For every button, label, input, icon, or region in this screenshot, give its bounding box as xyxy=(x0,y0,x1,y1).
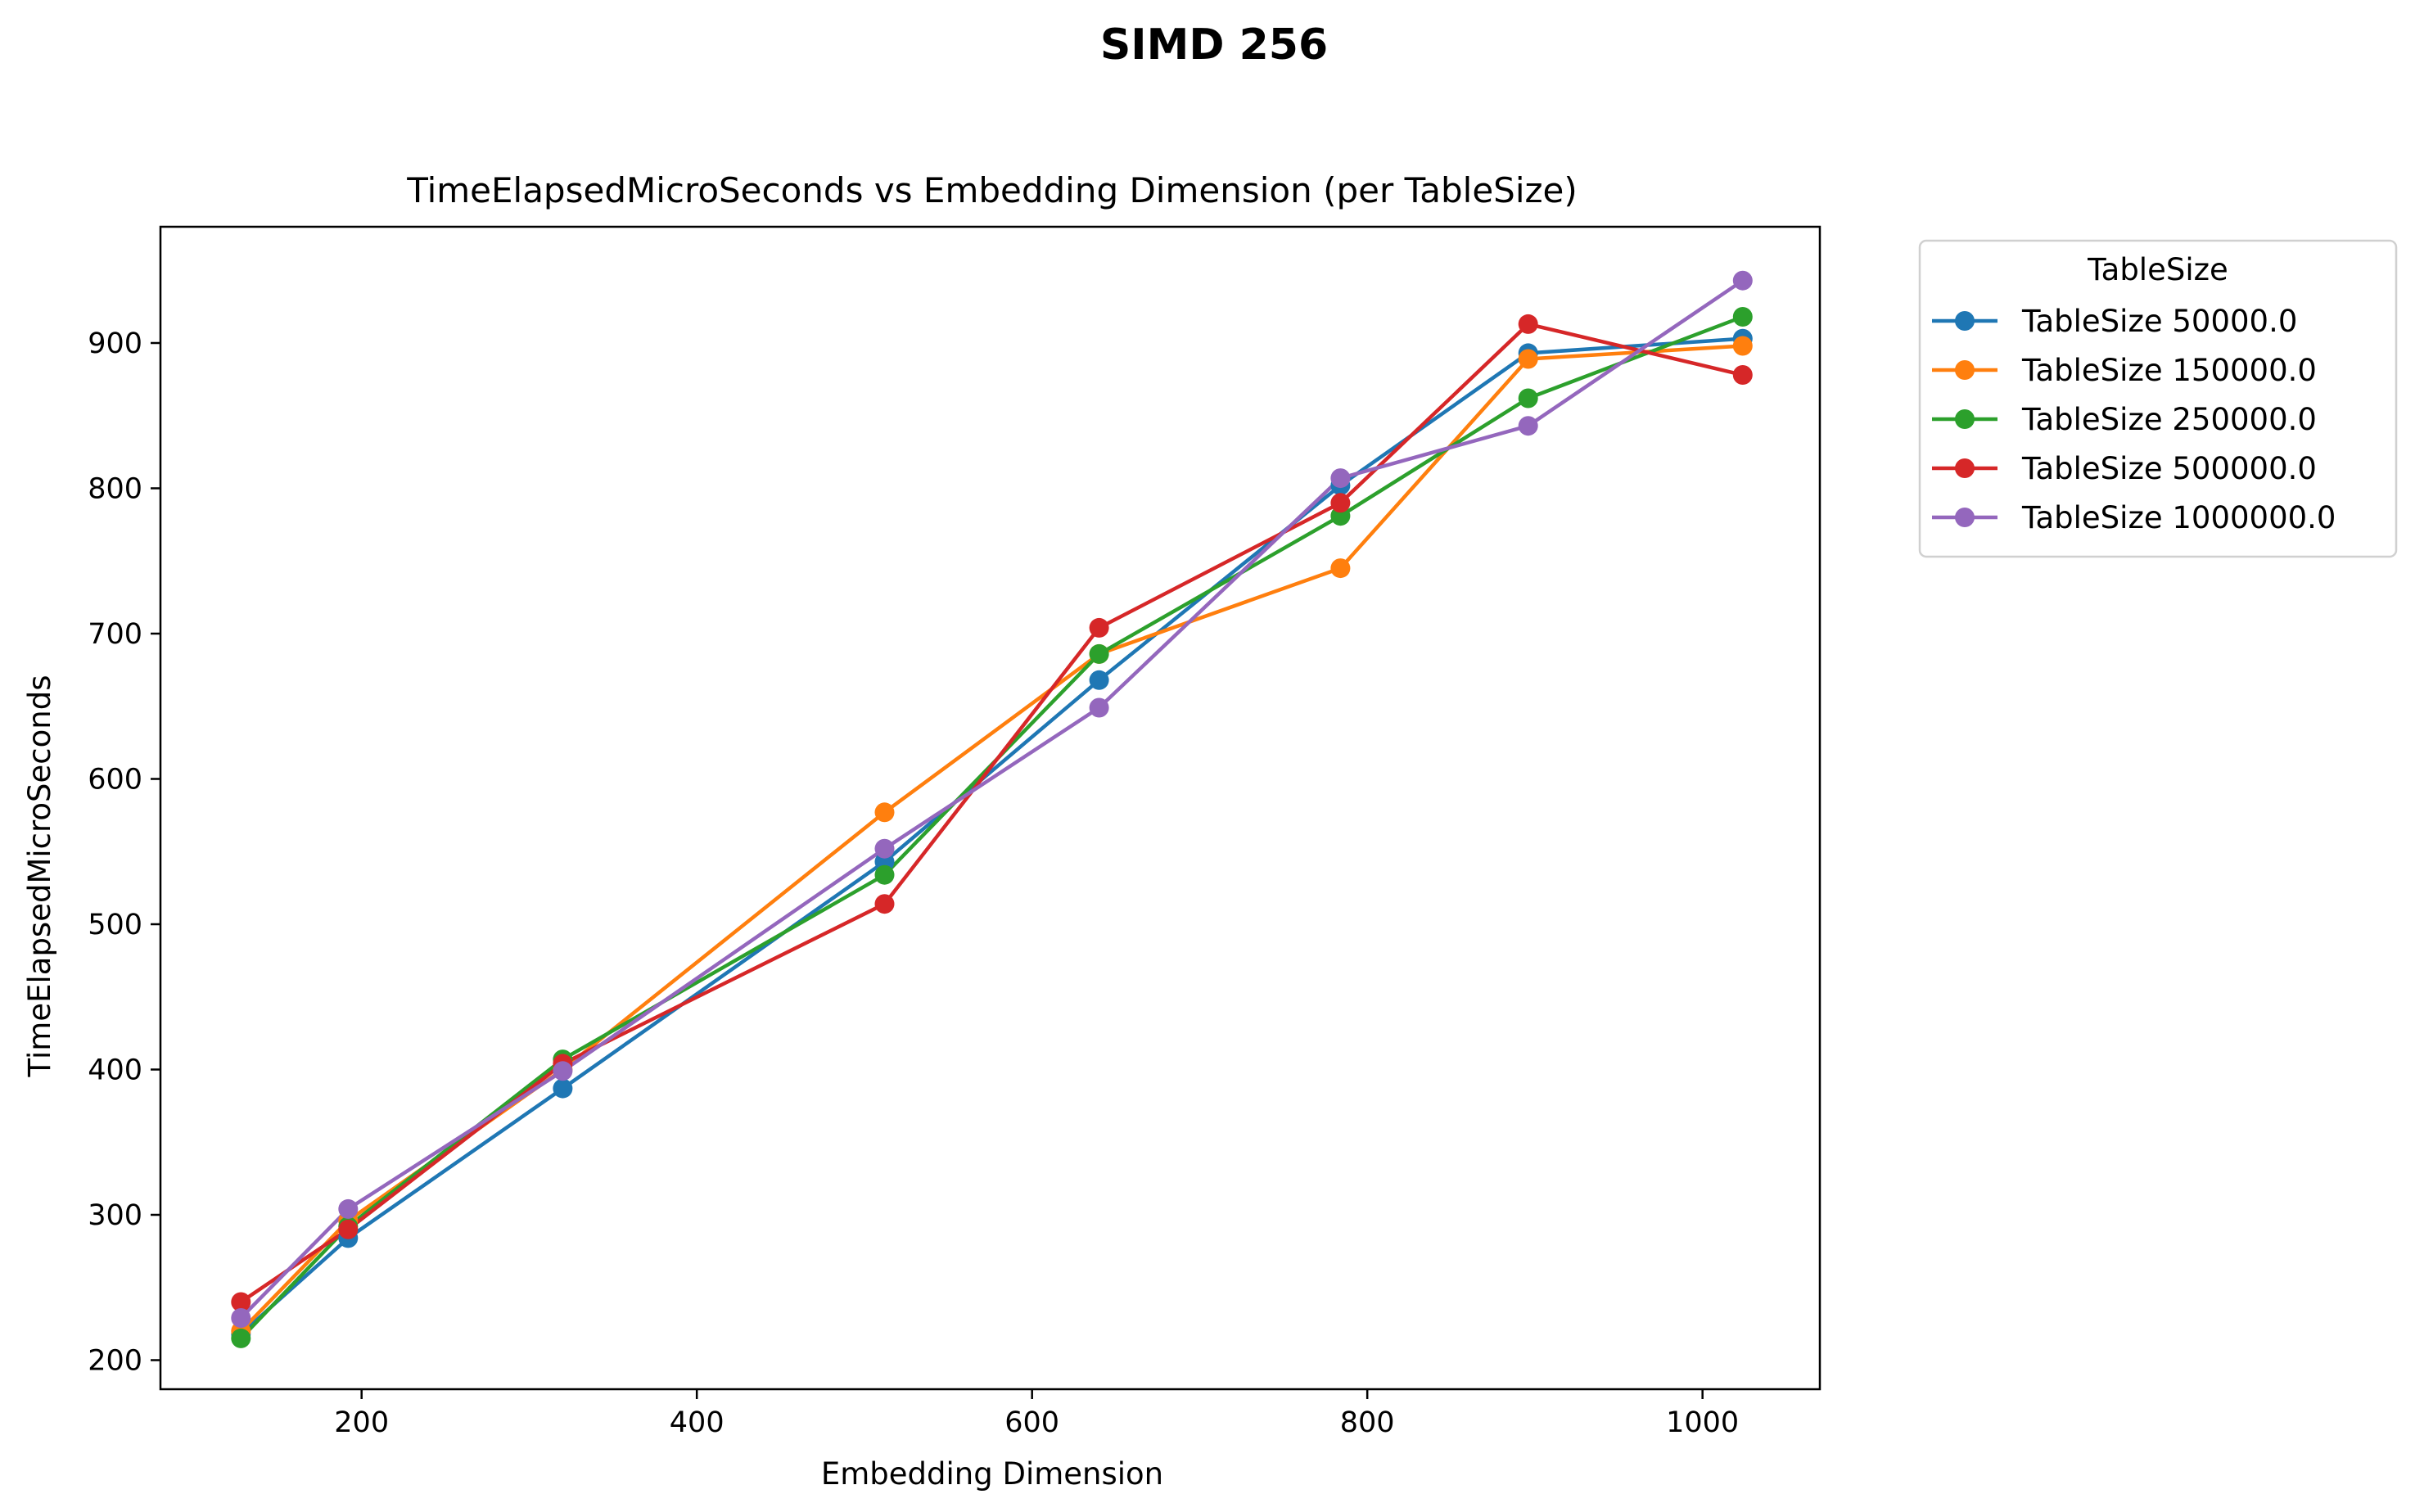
data-point-4-7 xyxy=(1732,270,1753,291)
legend-label-3: TableSize 500000.0 xyxy=(2021,451,2317,486)
x-tick-label: 600 xyxy=(1004,1406,1059,1439)
series-line-1 xyxy=(238,344,1745,1334)
data-point-3-1 xyxy=(338,1219,359,1239)
data-point-4-0 xyxy=(231,1308,251,1328)
y-tick-label: 700 xyxy=(88,618,142,651)
x-tick-label: 1000 xyxy=(1666,1406,1739,1439)
legend-title: TableSize xyxy=(2087,252,2228,287)
legend-label-4: TableSize 1000000.0 xyxy=(2021,500,2336,535)
data-point-0-2 xyxy=(553,1078,573,1099)
legend-marker-3 xyxy=(1955,458,1975,478)
series-line-0 xyxy=(238,336,1745,1337)
y-tick-label: 500 xyxy=(88,909,142,941)
legend-marker-4 xyxy=(1955,508,1975,527)
data-point-3-6 xyxy=(1518,314,1538,334)
data-point-1-7 xyxy=(1732,336,1753,356)
chart-title: TimeElapsedMicroSeconds vs Embedding Dim… xyxy=(406,170,1578,210)
axes-frame xyxy=(159,225,1821,1391)
x-tick-label: 400 xyxy=(670,1406,724,1439)
legend: TableSize TableSize 50000.0 TableSize 1500… xyxy=(1918,239,2398,558)
legend-marker-0 xyxy=(1955,311,1975,331)
y-tick-label: 800 xyxy=(88,473,142,506)
data-point-1-5 xyxy=(1330,558,1351,579)
legend-label-1: TableSize 150000.0 xyxy=(2021,353,2317,388)
data-point-2-3 xyxy=(874,864,895,885)
x-axis-label: Embedding Dimension xyxy=(821,1456,1163,1492)
data-point-1-6 xyxy=(1518,349,1538,369)
data-point-2-7 xyxy=(1732,307,1753,327)
figure-title: SIMD 256 xyxy=(1100,20,1328,70)
y-tick-label: 300 xyxy=(88,1199,142,1232)
legend-label-2: TableSize 250000.0 xyxy=(2021,402,2317,437)
legend-label-0: TableSize 50000.0 xyxy=(2021,304,2297,339)
plot-area: 200 400 600 800 1000 200 300 400 500 600 700 800 900 xyxy=(88,225,1821,1439)
y-tick-label: 900 xyxy=(88,327,142,360)
data-point-2-6 xyxy=(1518,388,1538,408)
x-tick-label: 200 xyxy=(334,1406,389,1439)
data-point-4-4 xyxy=(1089,697,1109,718)
data-point-3-5 xyxy=(1330,493,1351,513)
data-point-2-4 xyxy=(1089,643,1109,664)
x-tick-label: 800 xyxy=(1340,1406,1395,1439)
data-point-1-3 xyxy=(874,802,895,823)
series-line-4 xyxy=(238,278,1745,1321)
data-point-4-1 xyxy=(338,1198,359,1219)
data-point-3-0 xyxy=(231,1292,251,1312)
data-point-2-0 xyxy=(231,1328,251,1348)
data-point-0-4 xyxy=(1089,670,1109,690)
data-point-4-5 xyxy=(1330,468,1351,489)
data-point-4-3 xyxy=(874,838,895,859)
data-point-4-2 xyxy=(553,1061,573,1081)
y-tick-label: 400 xyxy=(88,1054,142,1087)
y-axis-label: TimeElapsedMicroSeconds xyxy=(22,675,57,1078)
data-point-3-3 xyxy=(874,894,895,914)
legend-marker-2 xyxy=(1955,409,1975,429)
legend-box xyxy=(1918,239,2398,558)
data-point-4-6 xyxy=(1518,416,1538,436)
data-point-3-4 xyxy=(1089,617,1109,638)
series-line-2 xyxy=(238,314,1745,1342)
y-tick-label: 200 xyxy=(88,1345,142,1378)
series-line-3 xyxy=(238,322,1745,1305)
legend-marker-1 xyxy=(1955,360,1975,380)
data-point-3-7 xyxy=(1732,365,1753,385)
y-tick-label: 600 xyxy=(88,764,142,797)
